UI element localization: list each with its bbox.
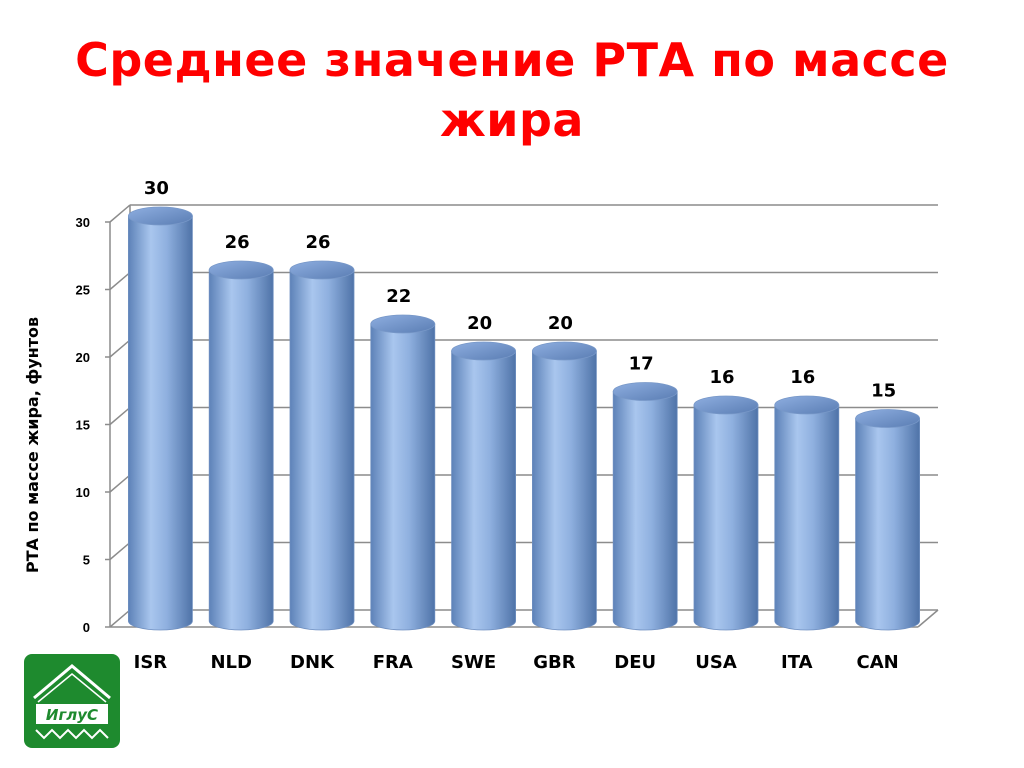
data-label: 26 (225, 232, 250, 253)
bar-dnk (289, 260, 355, 631)
data-label: 16 (709, 367, 734, 388)
category-label: FRA (373, 652, 413, 673)
chart-bars (127, 206, 920, 631)
data-label: 15 (871, 381, 896, 402)
igluS-logo: ИглуС (24, 654, 120, 748)
bar-swe (451, 341, 517, 631)
bar-isr (127, 206, 193, 631)
bar-fra (370, 314, 436, 631)
y-tick-label: 10 (76, 485, 90, 500)
category-label: SWE (451, 652, 496, 673)
data-label: 17 (629, 354, 654, 375)
data-label: 26 (305, 232, 330, 253)
data-label: 20 (548, 313, 573, 334)
bar-deu (612, 382, 678, 631)
data-label: 16 (790, 367, 815, 388)
category-label: USA (695, 652, 737, 673)
data-label: 22 (386, 286, 411, 307)
y-tick-label: 0 (83, 620, 90, 635)
category-label: ISR (134, 652, 168, 673)
y-tick-label: 5 (83, 553, 90, 568)
y-axis-label: РТА по массе жира, фунтов (23, 317, 42, 573)
bar-nld (208, 260, 274, 631)
y-tick-label: 20 (76, 350, 90, 365)
data-label: 20 (467, 313, 492, 334)
category-label: ITA (781, 652, 813, 673)
y-tick-label: 25 (76, 283, 90, 298)
y-tick-label: 30 (76, 215, 90, 230)
category-label: GBR (533, 652, 575, 673)
bar-can (855, 409, 920, 631)
category-label: NLD (210, 652, 251, 673)
bar-ita (774, 395, 840, 631)
chart-labels: 0 5 10 15 20 25 30 30 ISR 26 NLD 26 DNK 22 FRA 20 SWE 20 G… (76, 178, 899, 673)
svg-text:ИглуС: ИглуС (46, 706, 98, 724)
category-label: DNK (290, 652, 335, 673)
y-tick-label: 15 (76, 418, 90, 433)
data-label: 30 (144, 178, 169, 199)
page-title: Среднее значение РТА по массе жира (75, 33, 949, 147)
bar-gbr (532, 341, 597, 631)
bar-usa (693, 395, 759, 631)
category-label: DEU (614, 652, 656, 673)
category-label: CAN (856, 652, 898, 673)
